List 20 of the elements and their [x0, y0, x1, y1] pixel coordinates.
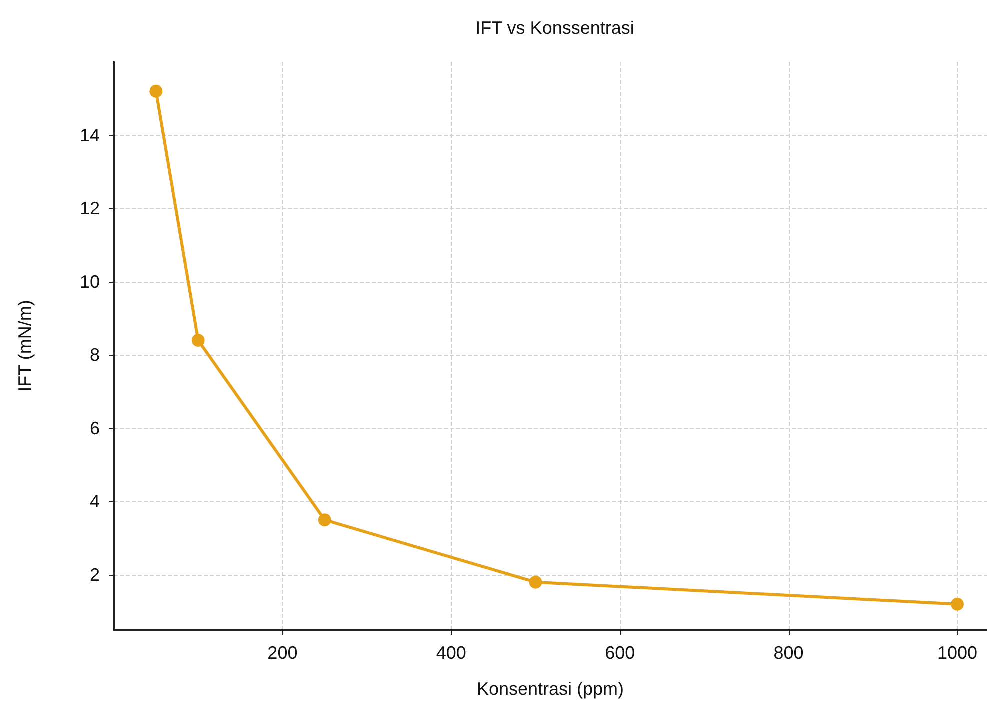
y-tick-label: 10 — [80, 272, 100, 292]
point — [529, 576, 542, 589]
y-tick-label: 4 — [90, 492, 100, 512]
point — [192, 334, 205, 347]
y-tick-label: 8 — [90, 345, 100, 366]
y-tick-label: 14 — [80, 125, 100, 146]
x-tick-label: 200 — [268, 643, 298, 663]
y-tick-label: 6 — [90, 418, 100, 438]
y-tick-label: 12 — [80, 198, 100, 219]
x-axis-title: Konsentrasi (ppm) — [476, 679, 624, 699]
point — [950, 598, 964, 611]
point — [318, 514, 332, 527]
y-axis-title: IFT (mN/m) — [15, 300, 35, 392]
x-tick-label: 600 — [605, 643, 636, 663]
chart-title: IFT vs Konssentrasi — [476, 18, 634, 38]
point — [150, 84, 163, 98]
x-tick-label: 1000 — [937, 643, 978, 663]
y-tick-label: 2 — [90, 565, 100, 586]
x-tick-label: 800 — [774, 643, 804, 663]
x-tick-label: 400 — [436, 643, 466, 663]
